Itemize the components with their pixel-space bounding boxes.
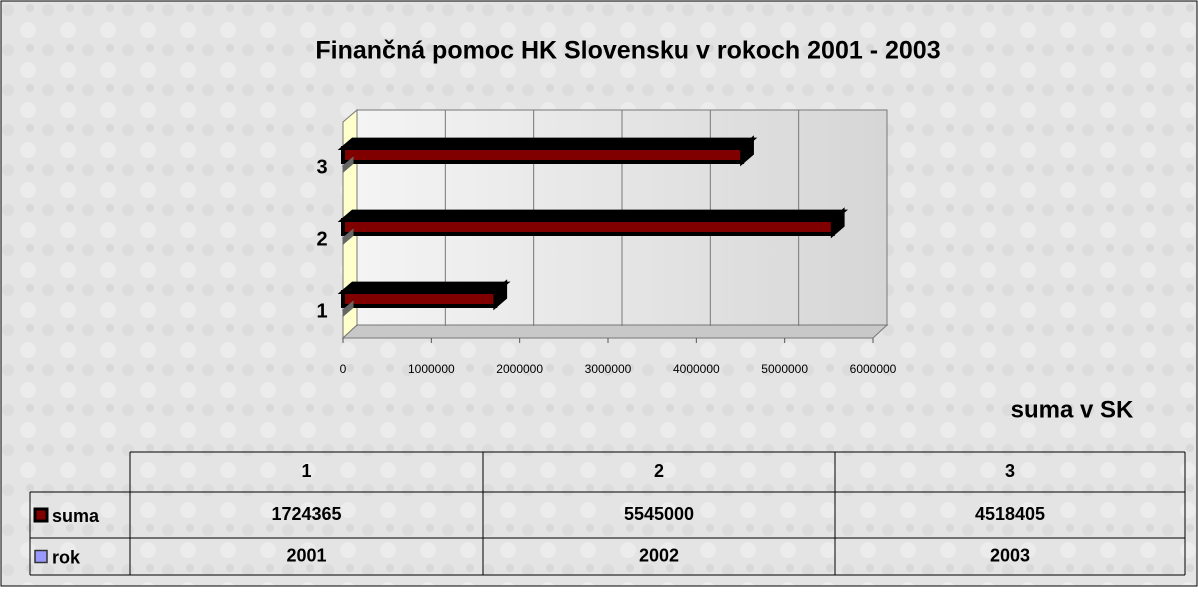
legend-key xyxy=(35,509,47,521)
floor xyxy=(343,325,887,338)
bar xyxy=(343,220,833,234)
table-cell: 5545000 xyxy=(624,504,694,524)
x-tick-label: 1000000 xyxy=(408,362,455,376)
x-tick-label: 0 xyxy=(340,362,347,376)
x-tick-label: 5000000 xyxy=(761,362,808,376)
chart-title: Finančná pomoc HK Slovensku v rokoch 200… xyxy=(315,37,940,65)
y-tick-label: 1 xyxy=(316,300,327,322)
y-tick-label: 3 xyxy=(316,156,327,178)
table-header: 3 xyxy=(1005,461,1015,481)
x-axis-label: suma v SK xyxy=(1011,396,1134,423)
legend-label: rok xyxy=(52,547,81,567)
bar xyxy=(343,148,742,162)
x-tick-label: 6000000 xyxy=(850,362,897,376)
y-tick-label: 2 xyxy=(316,228,327,250)
table-cell: 2002 xyxy=(639,545,679,565)
table-cell: 4518405 xyxy=(975,504,1045,524)
x-tick-label: 3000000 xyxy=(585,362,632,376)
table-header: 1 xyxy=(301,461,311,481)
x-tick-label: 2000000 xyxy=(496,362,543,376)
legend-label: suma xyxy=(52,506,100,526)
table-cell: 2001 xyxy=(286,545,326,565)
bar xyxy=(343,292,495,306)
table-cell: 1724365 xyxy=(271,504,341,524)
table-cell: 2003 xyxy=(990,545,1030,565)
legend-key xyxy=(35,551,47,563)
table-header: 2 xyxy=(654,461,664,481)
x-tick-label: 4000000 xyxy=(673,362,720,376)
